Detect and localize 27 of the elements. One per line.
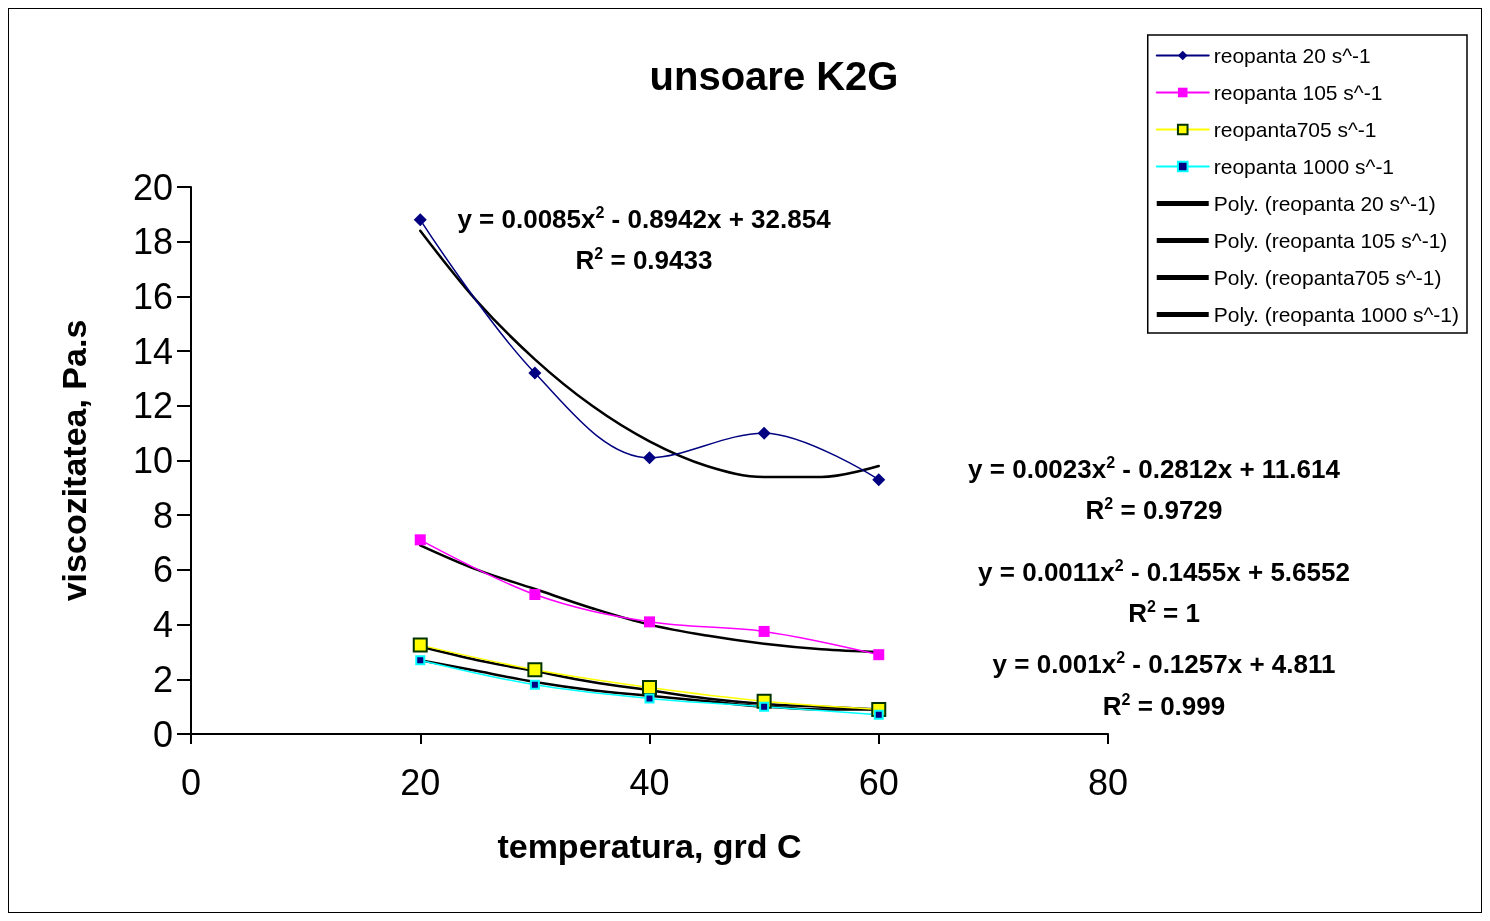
y-tick-label: 14 bbox=[132, 330, 173, 372]
x-tick-label: 20 bbox=[400, 761, 441, 803]
y-tick-label: 10 bbox=[132, 440, 173, 481]
x-tick-label: 60 bbox=[858, 761, 899, 803]
y-tick-label: 0 bbox=[152, 713, 173, 755]
y-tick-label: 12 bbox=[132, 385, 173, 427]
y-tick-label: 20 bbox=[132, 166, 173, 208]
y-tick-label: 8 bbox=[152, 494, 173, 536]
x-tick-label: 40 bbox=[629, 761, 670, 803]
chart-title: unsoare K2G bbox=[649, 54, 899, 98]
y-tick-label: 18 bbox=[132, 221, 173, 263]
x-tick-label: 80 bbox=[1087, 761, 1129, 803]
y-axis-title: viscozitatea, Pa.s bbox=[55, 319, 93, 602]
legend-label: Poly. (reopanta 1000 s^-1) bbox=[1213, 303, 1459, 326]
legend-label: Poly. (reopanta 20 s^-1) bbox=[1213, 192, 1436, 215]
legend-label: Poly. (reopanta 105 s^-1) bbox=[1213, 229, 1448, 252]
y-tick-label: 2 bbox=[152, 658, 173, 700]
y-tick-label: 16 bbox=[132, 275, 173, 317]
x-axis-title: temperatura, grd C bbox=[497, 827, 802, 865]
y-tick-label: 6 bbox=[152, 549, 173, 591]
legend-label: reopanta 1000 s^-1 bbox=[1213, 155, 1395, 178]
legend-label: reopanta 105 s^-1 bbox=[1213, 81, 1383, 104]
legend-label: reopanta705 s^-1 bbox=[1213, 118, 1377, 141]
x-tick-label: 0 bbox=[180, 761, 202, 803]
legend-label: reopanta 20 s^-1 bbox=[1213, 44, 1371, 67]
legend-label: Poly. (reopanta705 s^-1) bbox=[1213, 266, 1442, 289]
y-tick-label: 4 bbox=[152, 604, 173, 646]
